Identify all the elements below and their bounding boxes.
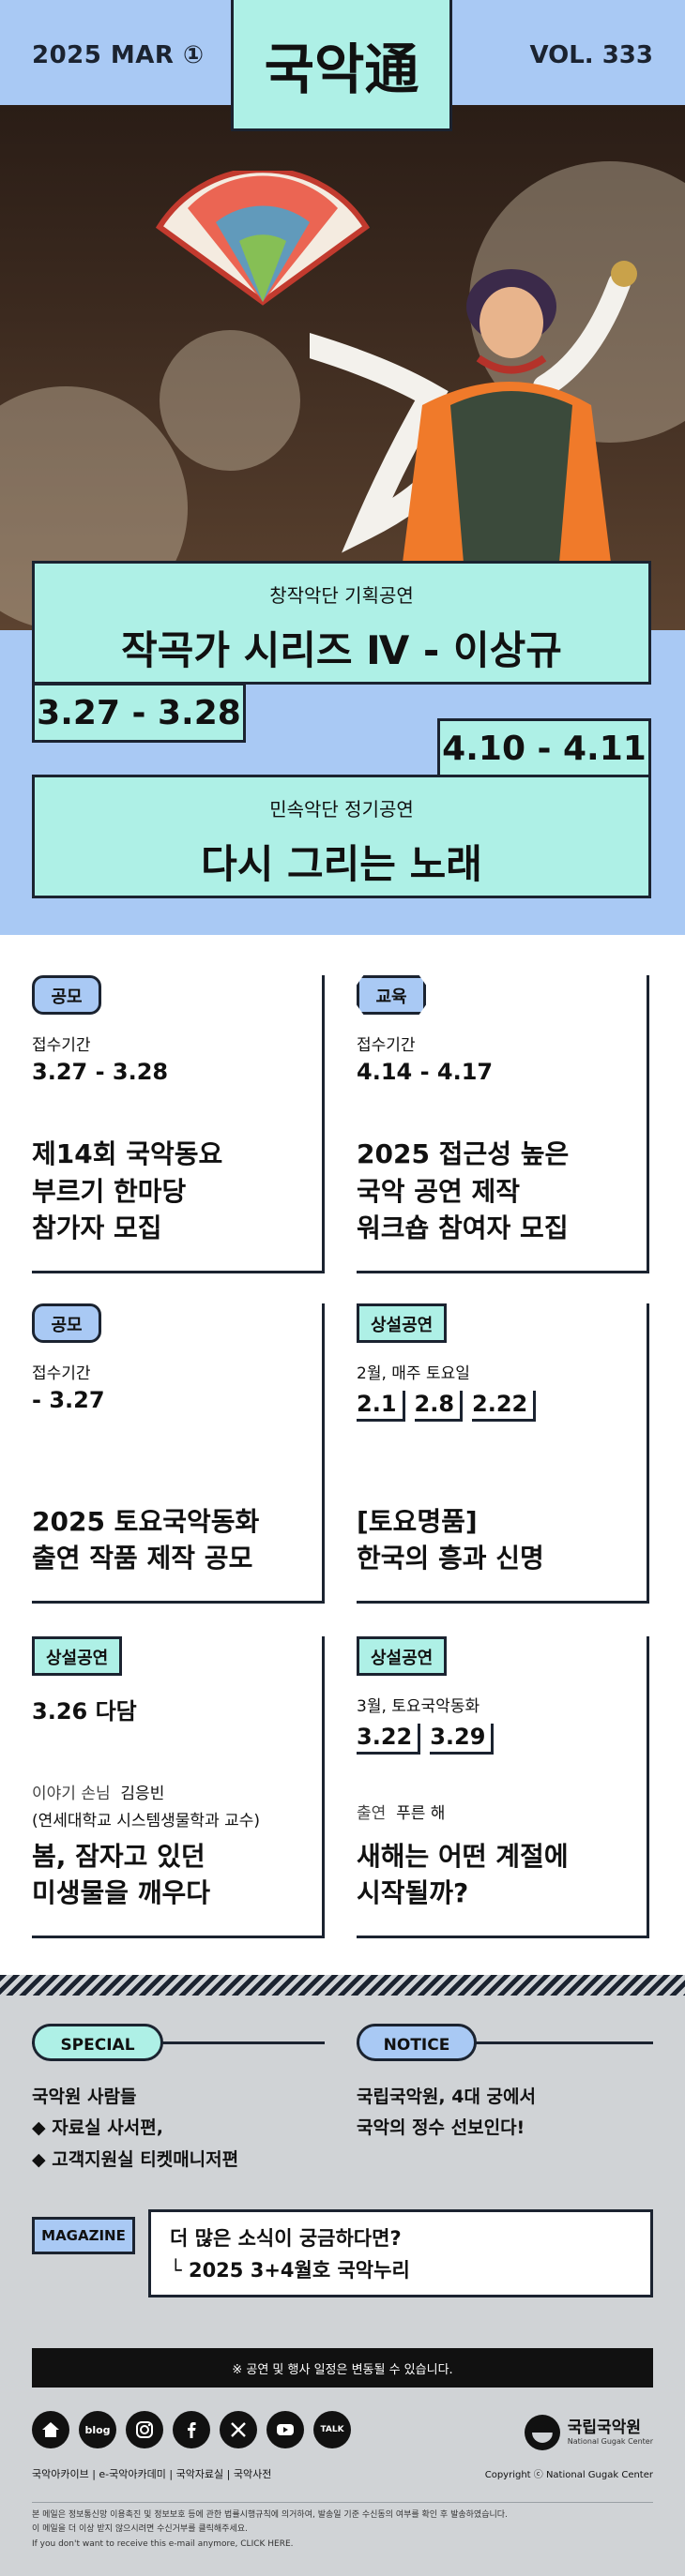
fan-illustration xyxy=(155,171,371,306)
x-icon[interactable] xyxy=(220,2411,257,2448)
category-tag: 상설공연 xyxy=(32,1636,123,1676)
schedule-dates: 2.1 2.8 2.22 xyxy=(357,1391,647,1422)
event-title: 작곡가 시리즈 Ⅳ - 이상규 xyxy=(121,627,562,673)
brand-emblem-icon xyxy=(524,2415,560,2450)
divider xyxy=(32,2041,325,2044)
youtube-icon[interactable] xyxy=(266,2411,304,2448)
divider xyxy=(357,2041,653,2044)
legal-text: 본 메일은 정보통신망 이용촉진 및 정보보호 등에 관한 법률시행규칙에 의거… xyxy=(32,2502,653,2552)
news-title: [토요명품] 한국의 흥과 신명 xyxy=(357,1505,544,1574)
event-date: 3.27 - 3.28 xyxy=(32,683,246,743)
magazine-tag: MAGAZINE xyxy=(32,2217,135,2254)
event-card-folk-concert[interactable]: 민속악단 정기공연 다시 그리는 노래 xyxy=(32,775,651,898)
notice-pill: NOTICE xyxy=(357,2024,477,2061)
guest-label: 이야기 손님 김응빈 xyxy=(32,1785,165,1803)
notice-link[interactable]: 국립국악원, 4대 궁에서 국악의 정수 선보인다! xyxy=(357,2086,536,2139)
period-dates: 3.27 - 3.28 xyxy=(32,1059,169,1085)
guest-affiliation: (연세대학교 시스템생물학과 교수) xyxy=(32,1812,261,1830)
news-title: 새해는 어떤 계절에 시작될까? xyxy=(357,1840,569,1908)
cast-label: 출연 푸른 해 xyxy=(357,1804,446,1823)
footer-links[interactable]: 국악아카이브 | e-국악아카데미 | 국악자료실 | 국악사전 xyxy=(32,2468,272,2480)
newsletter-logo[interactable]: 국악通 xyxy=(231,0,452,131)
issue-date: 2025 MAR ① xyxy=(32,41,205,69)
event-subtitle: 민속악단 정기공연 xyxy=(269,798,414,821)
talk-icon[interactable]: TALK xyxy=(313,2411,351,2448)
news-item[interactable]: 공모 접수기간 3.27 - 3.28 제14회 국악동요 부르기 한마당 참가자 … xyxy=(32,975,325,1273)
category-tag: 상설공연 xyxy=(357,1636,448,1676)
schedule-date: 3.29 xyxy=(430,1724,495,1755)
news-item[interactable]: 상설공연 3.26 다담 이야기 손님 김응빈 (연세대학교 시스템생물학과 교… xyxy=(32,1636,325,1938)
schedule-label: 2월, 매주 토요일 xyxy=(357,1364,470,1383)
schedule-date: 2.1 xyxy=(357,1391,405,1422)
instagram-icon[interactable] xyxy=(126,2411,163,2448)
news-item[interactable]: 공모 접수기간 - 3.27 2025 토요국악동화 출연 작품 제작 공모 xyxy=(32,1303,325,1604)
news-item[interactable]: 상설공연 3월, 토요국악동화 3.22 3.29 출연 푸른 해 새해는 어떤… xyxy=(357,1636,649,1938)
event-title: 다시 그리는 노래 xyxy=(201,841,482,887)
category-tag: 교육 xyxy=(357,975,426,1015)
brand-name: 국립국악원 xyxy=(567,2418,641,2438)
period-label: 접수기간 xyxy=(32,1036,91,1055)
social-icons: blog TALK xyxy=(32,2411,351,2448)
event-subtitle: 창작악단 기획공연 xyxy=(269,584,414,607)
facebook-icon[interactable] xyxy=(173,2411,210,2448)
hero-photo[interactable] xyxy=(0,105,685,630)
news-item[interactable]: 교육 접수기간 4.14 - 4.17 2025 접근성 높은 국악 공연 제작 워… xyxy=(357,975,649,1273)
home-icon[interactable] xyxy=(32,2411,69,2448)
schedule-date: 2.22 xyxy=(472,1391,537,1422)
category-tag: 공모 xyxy=(32,1303,101,1343)
category-tag: 상설공연 xyxy=(357,1303,448,1343)
brand-english: National Gugak Center xyxy=(567,2436,653,2446)
blog-icon[interactable]: blog xyxy=(79,2411,116,2448)
period-dates: - 3.27 xyxy=(32,1387,105,1413)
brand-logo[interactable]: 국립국악원 National Gugak Center xyxy=(524,2415,653,2450)
schedule-date: 3.22 xyxy=(357,1724,421,1755)
volume-number: VOL. 333 xyxy=(529,41,653,69)
category-tag: 공모 xyxy=(32,975,101,1015)
period-label: 접수기간 xyxy=(357,1036,416,1055)
schedule-dates: 3.22 3.29 xyxy=(357,1724,647,1755)
news-item[interactable]: 상설공연 2월, 매주 토요일 2.1 2.8 2.22 [토요명품] 한국의 흥… xyxy=(357,1303,649,1604)
special-link[interactable]: 국악원 사람들 ◆ 자료실 사서편, ◆ 고객지원실 티켓매니저편 xyxy=(32,2086,239,2170)
event-date: 4.10 - 4.11 xyxy=(437,718,651,778)
schedule-notice: ※ 공연 및 행사 일정은 변동될 수 있습니다. xyxy=(32,2348,653,2388)
period-dates: 4.14 - 4.17 xyxy=(357,1059,494,1085)
news-title: 2025 토요국악동화 출연 작품 제작 공모 xyxy=(32,1505,260,1574)
divider-stripe xyxy=(0,1975,685,1996)
schedule-label: 3월, 토요국악동화 xyxy=(357,1697,480,1716)
event-card-composer-series[interactable]: 창작악단 기획공연 작곡가 시리즈 Ⅳ - 이상규 xyxy=(32,561,651,685)
news-title: 제14회 국악동요 부르기 한마당 참가자 모집 xyxy=(32,1138,223,1243)
news-title: 2025 접근성 높은 국악 공연 제작 워크숍 참여자 모집 xyxy=(357,1138,570,1243)
copyright: Copyright ⓒ National Gugak Center xyxy=(484,2470,653,2480)
event-date: 3.26 다담 xyxy=(32,1698,137,1725)
magazine-link[interactable]: 더 많은 소식이 궁금하다면? └ 2025 3+4월호 국악누리 xyxy=(148,2209,653,2297)
special-pill: SPECIAL xyxy=(32,2024,163,2061)
schedule-date: 2.8 xyxy=(414,1391,464,1422)
news-title: 봄, 잠자고 있던 미생물을 깨우다 xyxy=(32,1840,211,1908)
unsubscribe-link[interactable]: If you don't want to receive this e-mail… xyxy=(32,2538,294,2549)
period-label: 접수기간 xyxy=(32,1364,91,1383)
